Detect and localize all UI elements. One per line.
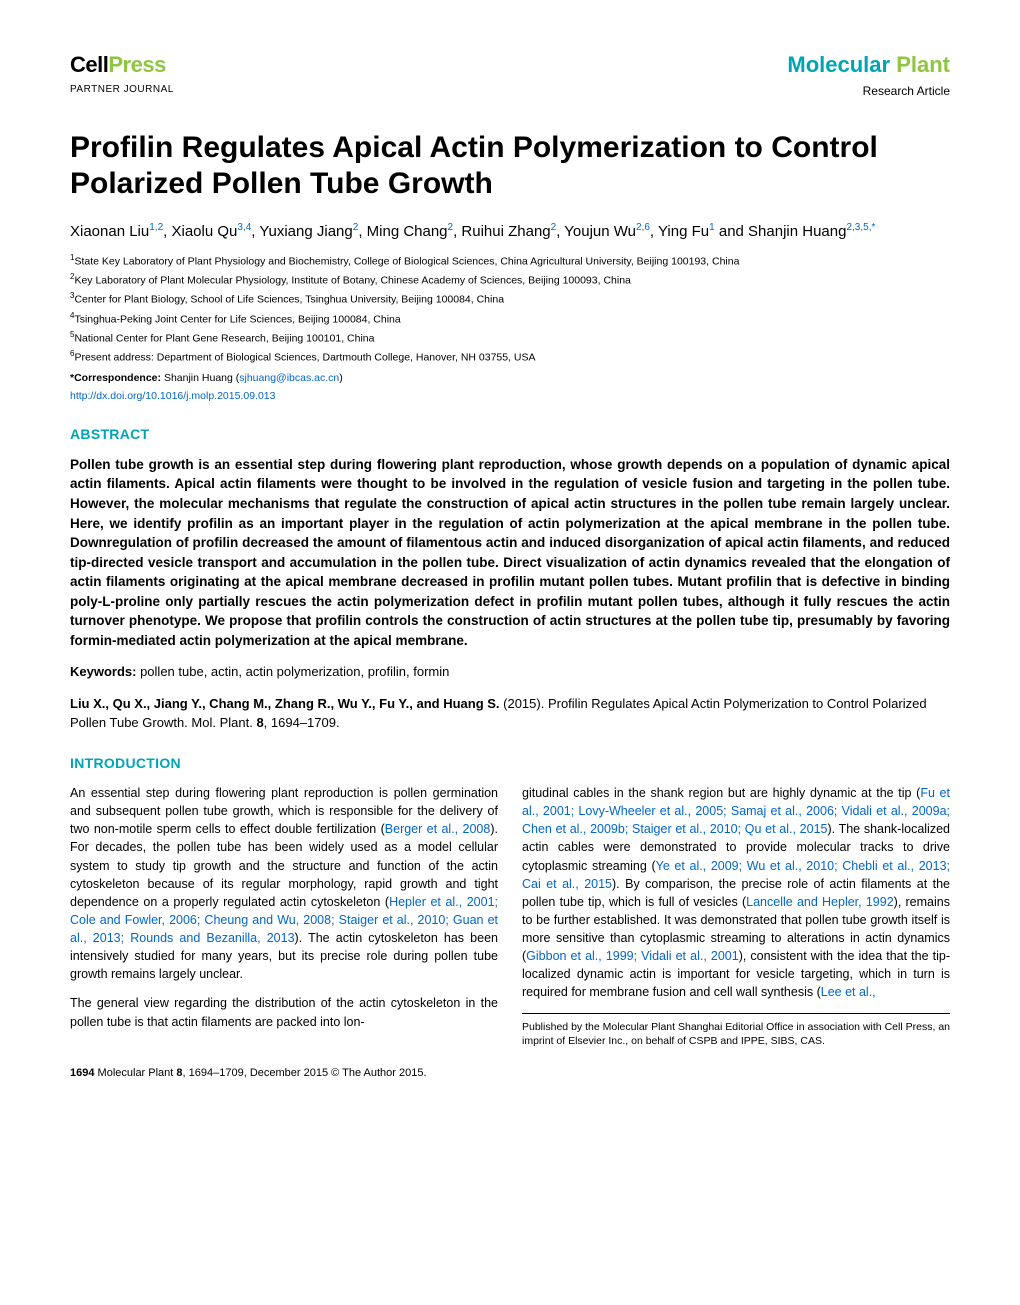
footer-rest: , 1694–1709, December 2015 © The Author … (183, 1067, 427, 1079)
cellpress-logo: CellPress PARTNER JOURNAL (70, 50, 174, 97)
ref-berger[interactable]: Berger et al., 2008 (385, 822, 491, 836)
footer-journal: Molecular Plant (94, 1067, 176, 1079)
author-list: Xiaonan Liu1,2, Xiaolu Qu3,4, Yuxiang Ji… (70, 220, 950, 244)
intro-para-1: An essential step during flowering plant… (70, 784, 498, 983)
right-column: gitudinal cables in the shank region but… (522, 784, 950, 1048)
ref-lee[interactable]: Lee et al., (821, 985, 876, 999)
intro-heading: INTRODUCTION (70, 754, 950, 774)
ref-gibbon[interactable]: Gibbon et al., 1999; Vidali et al., 2001 (526, 949, 739, 963)
affiliation-3: 3Center for Plant Biology, School of Lif… (70, 291, 950, 307)
journal-brand: Molecular Plant Research Article (787, 50, 950, 100)
article-type: Research Article (787, 83, 950, 100)
partner-journal-label: PARTNER JOURNAL (70, 83, 174, 97)
affiliations: 1State Key Laboratory of Plant Physiolog… (70, 253, 950, 365)
citation-authors: Liu X., Qu X., Jiang Y., Chang M., Zhang… (70, 696, 500, 711)
cellpress-wordmark: CellPress (70, 50, 174, 81)
corresp-close: ) (339, 372, 343, 384)
page-footer: 1694 Molecular Plant 8, 1694–1709, Decem… (70, 1066, 950, 1081)
corresp-label: *Correspondence: (70, 372, 161, 384)
plant-text: Plant (896, 52, 950, 77)
logo-press: Press (108, 52, 165, 77)
mol-text: Molecular (787, 52, 896, 77)
body-columns: An essential step during flowering plant… (70, 784, 950, 1048)
affiliation-1: 1State Key Laboratory of Plant Physiolog… (70, 253, 950, 269)
correspondence: *Correspondence: Shanjin Huang (sjhuang@… (70, 371, 950, 386)
affiliation-5: 5National Center for Plant Gene Research… (70, 330, 950, 346)
affiliation-2: 2Key Laboratory of Plant Molecular Physi… (70, 272, 950, 288)
abstract-heading: ABSTRACT (70, 425, 950, 445)
keywords-text: pollen tube, actin, actin polymerization… (136, 664, 449, 679)
abstract-body: Pollen tube growth is an essential step … (70, 455, 950, 651)
page-number: 1694 (70, 1067, 94, 1079)
affiliation-4: 4Tsinghua-Peking Joint Center for Life S… (70, 311, 950, 327)
intro-para-2: The general view regarding the distribut… (70, 994, 498, 1030)
corresp-email-link[interactable]: sjhuang@ibcas.ac.cn (239, 372, 339, 384)
keywords-line: Keywords: pollen tube, actin, actin poly… (70, 663, 950, 681)
publication-note: Published by the Molecular Plant Shangha… (522, 1013, 950, 1048)
citation-block: Liu X., Qu X., Jiang Y., Chang M., Zhang… (70, 695, 950, 733)
ref-lancelle[interactable]: Lancelle and Hepler, 1992 (746, 895, 894, 909)
molecular-plant-wordmark: Molecular Plant (787, 50, 950, 81)
page-header: CellPress PARTNER JOURNAL Molecular Plan… (70, 50, 950, 100)
doi-link[interactable]: http://dx.doi.org/10.1016/j.molp.2015.09… (70, 389, 950, 404)
article-title: Profilin Regulates Apical Actin Polymeri… (70, 130, 950, 202)
keywords-label: Keywords: (70, 664, 136, 679)
affiliation-6: 6Present address: Department of Biologic… (70, 349, 950, 365)
intro-para-2-cont: gitudinal cables in the shank region but… (522, 784, 950, 1002)
left-column: An essential step during flowering plant… (70, 784, 498, 1048)
logo-cell: Cell (70, 52, 108, 77)
corresp-name: Shanjin Huang ( (161, 372, 239, 384)
